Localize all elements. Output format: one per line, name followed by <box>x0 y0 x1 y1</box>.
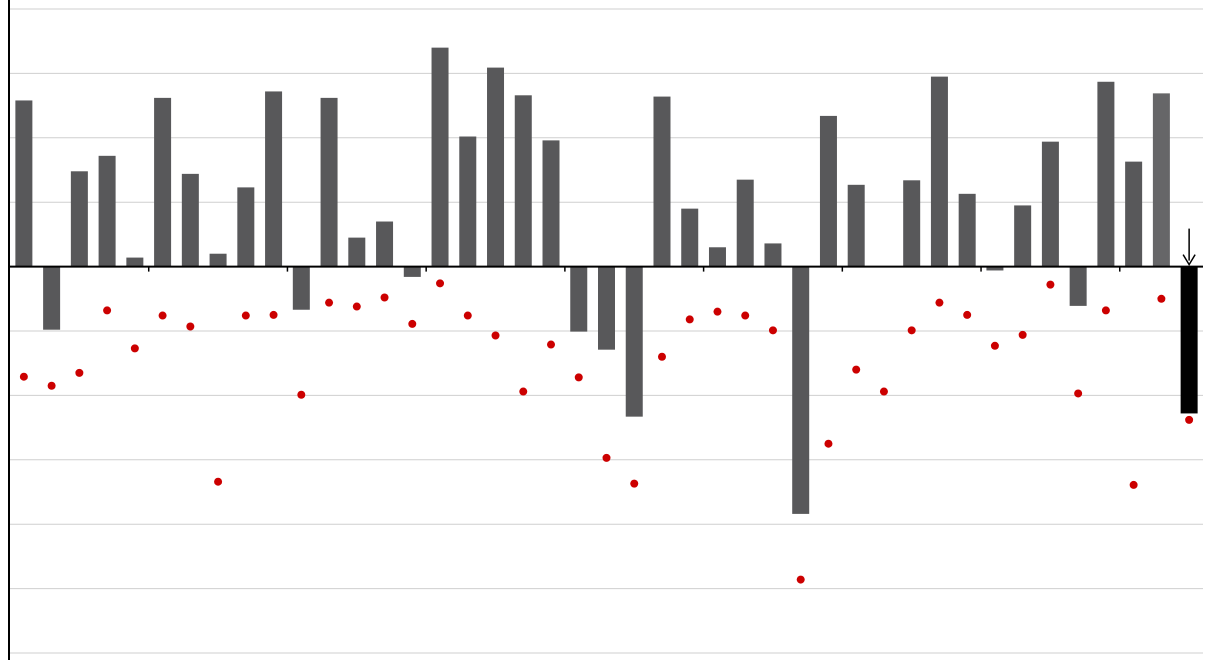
bar <box>764 243 782 267</box>
bar <box>459 136 477 267</box>
dot <box>130 344 139 353</box>
bar <box>403 266 421 277</box>
dot <box>408 319 417 328</box>
dot <box>1185 415 1194 424</box>
bar <box>570 266 588 332</box>
bar <box>43 266 61 330</box>
dot <box>1046 280 1055 289</box>
dot <box>75 368 84 377</box>
bar <box>265 91 283 267</box>
dot <box>380 293 389 302</box>
dot <box>1157 294 1166 303</box>
dot <box>19 372 28 381</box>
bar <box>126 257 144 267</box>
bar <box>70 171 88 267</box>
bar <box>292 266 310 310</box>
bar <box>1097 81 1115 267</box>
dot <box>103 306 112 315</box>
bar <box>930 76 948 267</box>
bar <box>154 97 172 267</box>
dot <box>963 310 972 319</box>
bar <box>237 187 255 267</box>
bar <box>958 193 976 267</box>
bar <box>792 266 810 514</box>
dot <box>713 307 722 316</box>
dot <box>990 341 999 350</box>
arrow-head <box>1182 254 1196 267</box>
dot <box>879 387 888 396</box>
bar <box>98 155 116 267</box>
dot <box>824 439 833 448</box>
dot <box>158 311 167 320</box>
bar <box>431 47 449 267</box>
bar <box>15 100 33 267</box>
dot <box>1074 389 1083 398</box>
dot <box>463 311 472 320</box>
bar <box>209 253 227 267</box>
dot <box>741 311 750 320</box>
bar <box>598 266 615 350</box>
dot <box>768 326 777 335</box>
dot <box>602 453 611 462</box>
dot <box>630 479 639 488</box>
bar <box>376 221 394 267</box>
dot <box>1101 306 1110 315</box>
dot <box>519 387 528 396</box>
dot <box>547 340 556 349</box>
bar <box>487 67 505 267</box>
dot <box>657 352 666 361</box>
bar <box>1014 205 1032 267</box>
bar <box>514 95 532 267</box>
bar <box>847 184 865 267</box>
bar <box>348 237 366 267</box>
dot <box>269 310 278 319</box>
dot <box>685 315 694 324</box>
bar <box>986 266 1004 271</box>
bar <box>819 115 837 267</box>
bar <box>1041 141 1059 267</box>
bar <box>1152 93 1170 267</box>
bar <box>1180 266 1198 414</box>
bar <box>181 173 199 267</box>
dot <box>1129 480 1138 489</box>
bar <box>542 140 560 267</box>
bar <box>320 97 338 267</box>
dot <box>907 326 916 335</box>
bar <box>653 96 671 267</box>
dot <box>574 373 583 382</box>
bar <box>1125 161 1143 267</box>
bar <box>708 247 726 267</box>
bar <box>681 208 699 267</box>
bar <box>903 180 921 267</box>
dot <box>47 381 56 390</box>
dot <box>352 302 361 311</box>
dot <box>796 575 805 584</box>
dot <box>935 298 944 307</box>
dot <box>1018 330 1027 339</box>
dot <box>241 311 250 320</box>
dot <box>852 365 861 374</box>
dot <box>186 322 195 331</box>
dot <box>436 279 445 288</box>
dot <box>491 331 500 340</box>
marks <box>10 47 1203 584</box>
bar <box>625 266 643 417</box>
bar <box>1069 266 1087 306</box>
bar <box>736 179 754 267</box>
dot <box>297 390 306 399</box>
dot <box>214 477 223 486</box>
dot <box>325 298 334 307</box>
